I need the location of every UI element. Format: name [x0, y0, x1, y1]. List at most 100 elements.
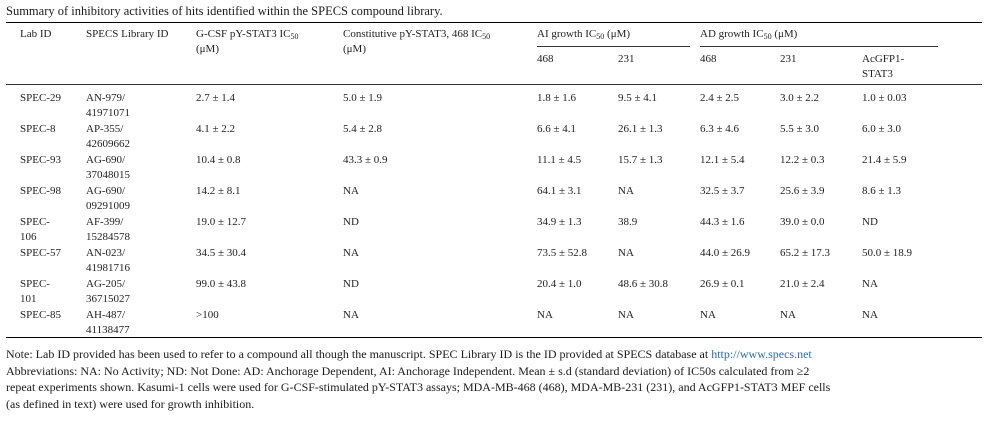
cell-ai-468: NA	[537, 309, 553, 321]
cell-specs-id: 09291009	[86, 200, 130, 212]
header-ai-231: 231	[618, 53, 635, 65]
cell-ai-231: NA	[618, 309, 634, 321]
cell-specs-id: 15284578	[86, 231, 130, 243]
cell-ai-231: 38.9	[618, 216, 638, 228]
header-gcsf-label: G-CSF pY-STAT3 IC	[196, 28, 291, 40]
cell-lab-id: SPEC-	[20, 278, 50, 290]
cell-ad-231: NA	[780, 309, 796, 321]
cell-constitutive: 43.3 ± 0.9	[343, 154, 388, 166]
cell-lab-id: SPEC-29	[20, 92, 61, 104]
cell-specs-id: AG-205/	[86, 278, 126, 290]
cell-ai-231: 9.5 ± 4.1	[618, 92, 658, 104]
cell-ai-468: 64.1 ± 3.1	[537, 185, 582, 197]
cell-ai-468: 11.1 ± 4.5	[537, 154, 582, 166]
cell-ad-468: 2.4 ± 2.5	[700, 92, 740, 104]
header-lab-id: Lab ID	[20, 28, 52, 40]
cell-specs-id: AH-487/	[86, 309, 126, 321]
header-ad-231: 231	[780, 53, 797, 65]
header-gcsf-subscript: 50	[290, 32, 299, 41]
cell-specs-id: 41138477	[86, 324, 130, 336]
cell-ad-468: NA	[700, 309, 716, 321]
cell-ai-468: 34.9 ± 1.3	[537, 216, 582, 228]
cell-ad-468: 44.0 ± 26.9	[700, 247, 751, 259]
cell-ad-468: 26.9 ± 0.1	[700, 278, 745, 290]
cell-specs-id: 41981716	[86, 262, 130, 274]
specs-link[interactable]: http://www.specs.net	[711, 347, 812, 361]
cell-ad-468: 44.3 ± 1.6	[700, 216, 745, 228]
cell-ad-acgfp1: 1.0 ± 0.03	[862, 92, 907, 104]
cell-constitutive: NA	[343, 185, 359, 197]
cell-ai-231: NA	[618, 185, 634, 197]
cell-ad-acgfp1: 6.0 ± 3.0	[862, 123, 902, 135]
cell-specs-id: AG-690/	[86, 154, 126, 166]
footnote-line-2: Abbreviations: NA: No Activity; ND: Not …	[6, 363, 810, 378]
cell-specs-id: AP-355/	[86, 123, 124, 135]
cell-constitutive: NA	[343, 309, 359, 321]
table-bottom-rule	[6, 337, 982, 339]
cell-ad-231: 21.0 ± 2.4	[780, 278, 825, 290]
cell-ad-468: 12.1 ± 5.4	[700, 154, 745, 166]
cell-ad-231: 12.2 ± 0.3	[780, 154, 825, 166]
cell-gcsf: 10.4 ± 0.8	[196, 154, 241, 166]
cell-gcsf: >100	[196, 309, 219, 321]
cell-specs-id: 42609662	[86, 138, 130, 150]
header-ad-acgfp1: AcGFP1- STAT3	[862, 52, 904, 82]
cell-specs-id: 41971071	[86, 107, 130, 119]
cell-ai-231: 26.1 ± 1.3	[618, 123, 663, 135]
cell-specs-id: AN-979/	[86, 92, 126, 104]
header-constitutive-subscript: 50	[482, 32, 491, 41]
table-footnote: Note: Lab ID provided has been used to r…	[6, 346, 981, 412]
header-ad-growth: AD growth IC50 (μM)	[700, 27, 797, 42]
header-ai-subrule	[537, 46, 690, 47]
header-gcsf-unit: (μM)	[196, 43, 220, 55]
cell-constitutive: ND	[343, 278, 359, 290]
cell-gcsf: 19.0 ± 12.7	[196, 216, 247, 228]
header-ai-growth: AI growth IC50 (μM)	[537, 27, 630, 42]
cell-ai-231: 15.7 ± 1.3	[618, 154, 663, 166]
cell-ai-231: NA	[618, 247, 634, 259]
cell-ad-acgfp1: NA	[862, 309, 878, 321]
cell-ai-468: 20.4 ± 1.0	[537, 278, 582, 290]
cell-lab-id: SPEC-8	[20, 123, 56, 135]
header-ai-unit: (μM)	[604, 28, 631, 40]
header-constitutive-unit: (μM)	[343, 43, 367, 55]
header-ad-subrule	[700, 46, 938, 47]
header-ad-acgfp1-line1: AcGFP1-	[862, 53, 905, 65]
cell-specs-id: 37048015	[86, 169, 130, 181]
cell-specs-id: AG-690/	[86, 185, 126, 197]
cell-specs-id: 36715027	[86, 293, 130, 305]
cell-ai-468: 6.6 ± 4.1	[537, 123, 577, 135]
table-caption: Summary of inhibitory activities of hits…	[6, 4, 443, 18]
cell-lab-id: 101	[20, 293, 37, 305]
cell-constitutive: 5.4 ± 2.8	[343, 123, 383, 135]
cell-lab-id: 106	[20, 231, 37, 243]
header-specs-id: SPECS Library ID	[86, 28, 169, 40]
header-ai-label: AI growth IC	[537, 28, 597, 40]
cell-specs-id: AF-399/	[86, 216, 124, 228]
cell-lab-id: SPEC-98	[20, 185, 61, 197]
cell-lab-id: SPEC-93	[20, 154, 61, 166]
cell-ad-468: 32.5 ± 3.7	[700, 185, 745, 197]
cell-constitutive: ND	[343, 216, 359, 228]
header-ad-acgfp1-line2: STAT3	[862, 68, 893, 80]
footnote-line-1-text: Note: Lab ID provided has been used to r…	[6, 347, 712, 361]
cell-ai-468: 1.8 ± 1.6	[537, 92, 577, 104]
header-ad-unit: (μM)	[771, 28, 798, 40]
cell-ad-231: 5.5 ± 3.0	[780, 123, 820, 135]
cell-specs-id: AN-023/	[86, 247, 126, 259]
table-top-rule	[6, 22, 982, 24]
cell-constitutive: 5.0 ± 1.9	[343, 92, 383, 104]
cell-ad-acgfp1: NA	[862, 278, 878, 290]
cell-lab-id: SPEC-57	[20, 247, 61, 259]
cell-ad-acgfp1: 21.4 ± 5.9	[862, 154, 907, 166]
footnote-line-3: repeat experiments shown. Kasumi-1 cells…	[6, 380, 831, 394]
header-ad-468: 468	[700, 53, 717, 65]
cell-ad-231: 25.6 ± 3.9	[780, 185, 825, 197]
cell-ad-231: 65.2 ± 17.3	[780, 247, 831, 259]
cell-ad-acgfp1: 50.0 ± 18.9	[862, 247, 913, 259]
header-ad-subscript: 50	[763, 32, 772, 41]
cell-ad-231: 39.0 ± 0.0	[780, 216, 825, 228]
cell-ai-468: 73.5 ± 52.8	[537, 247, 588, 259]
cell-gcsf: 4.1 ± 2.2	[196, 123, 236, 135]
cell-ad-468: 6.3 ± 4.6	[700, 123, 740, 135]
